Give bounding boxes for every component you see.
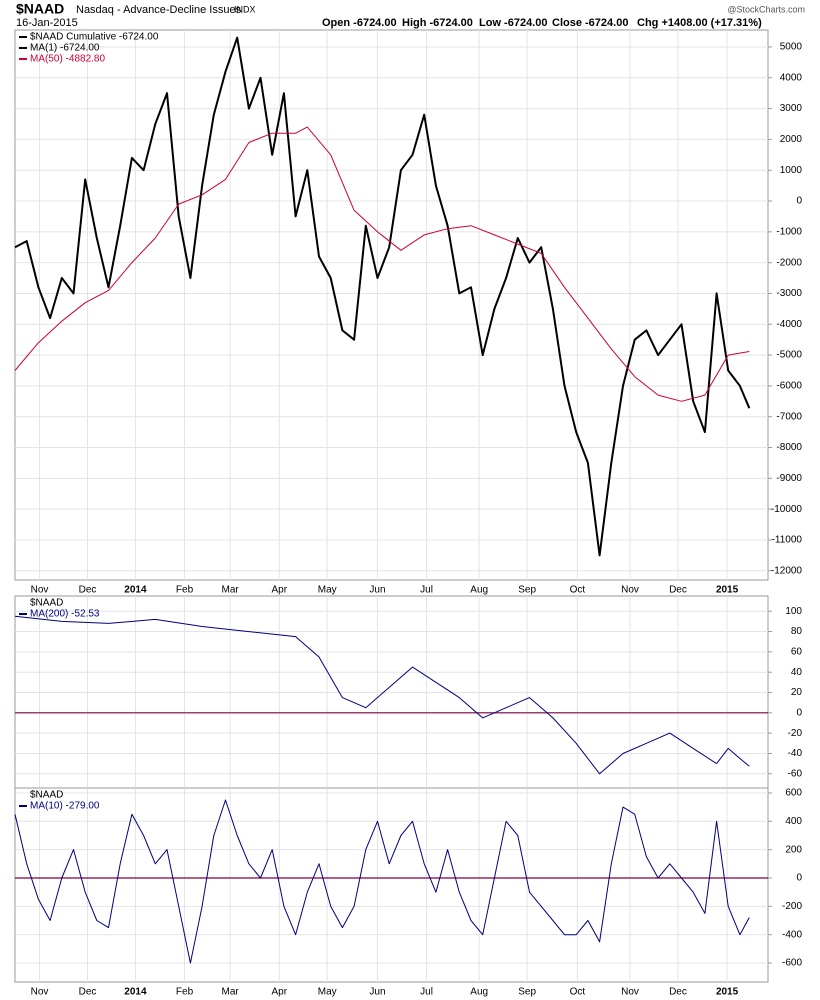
y-tick-label: 1000 — [780, 165, 803, 176]
x-tick-label: Dec — [669, 987, 687, 998]
y-tick-label: 60 — [791, 647, 803, 658]
x-tick-label: Apr — [271, 585, 287, 596]
x-tick-label: Jul — [420, 585, 433, 596]
y-tick-label: -2000 — [776, 257, 802, 268]
y-tick-label: -60 — [788, 768, 803, 779]
x-tick-label: 2014 — [124, 585, 147, 596]
y-tick-label: 80 — [791, 626, 803, 637]
x-tick-label: Dec — [79, 987, 97, 998]
x-tick-label: Jun — [369, 987, 385, 998]
exchange: INDX — [234, 4, 256, 14]
y-tick-label: -20 — [788, 728, 803, 739]
x-tick-label: Nov — [31, 987, 49, 998]
data-line — [14, 615, 750, 775]
y-tick-label: 0 — [796, 196, 802, 207]
name: Nasdaq - Advance-Decline Issues — [76, 4, 242, 16]
y-tick-label: -4000 — [776, 319, 802, 330]
y-tick-label: -10000 — [771, 504, 803, 515]
data-line — [14, 799, 750, 964]
x-tick-label: Aug — [470, 585, 488, 596]
x-tick-label: Feb — [176, 987, 194, 998]
open: Open -6724.00 — [322, 17, 397, 29]
x-tick-label: Dec — [669, 585, 687, 596]
panel — [14, 29, 769, 581]
x-tick-label: Aug — [470, 987, 488, 998]
x-tick-label: Nov — [621, 585, 639, 596]
y-tick-label: -400 — [782, 929, 802, 940]
y-tick-label: -9000 — [776, 473, 802, 484]
close: Close -6724.00 — [552, 17, 628, 29]
x-tick-label: Apr — [271, 987, 287, 998]
legend-title: $NAAD — [30, 790, 63, 801]
x-tick-label: 2015 — [716, 987, 739, 998]
legend-title: $NAAD — [30, 598, 63, 609]
high: High -6724.00 — [402, 17, 473, 29]
y-tick-label: 5000 — [780, 42, 803, 53]
y-tick-label: -40 — [788, 748, 803, 759]
y-tick-label: 20 — [791, 687, 803, 698]
x-tick-label: Feb — [176, 585, 194, 596]
low: Low -6724.00 — [479, 17, 547, 29]
y-tick-label: 0 — [796, 707, 802, 718]
x-tick-label: Sep — [518, 585, 536, 596]
y-tick-label: 0 — [796, 873, 802, 884]
y-tick-label: -3000 — [776, 288, 802, 299]
y-tick-label: -200 — [782, 901, 802, 912]
y-tick-label: 200 — [785, 844, 802, 855]
y-tick-label: -5000 — [776, 350, 802, 361]
legend-label: MA(50) -4882.80 — [30, 54, 105, 65]
x-tick-label: Nov — [31, 585, 49, 596]
y-tick-label: 600 — [785, 788, 802, 799]
y-tick-label: 40 — [791, 667, 803, 678]
panel — [14, 595, 769, 789]
y-tick-label: 3000 — [780, 103, 803, 114]
x-tick-label: Mar — [222, 987, 240, 998]
data-line — [14, 126, 750, 402]
x-tick-label: Nov — [621, 987, 639, 998]
legend-title: $NAAD Cumulative -6724.00 — [30, 32, 159, 43]
data-line — [14, 36, 751, 557]
y-tick-label: -7000 — [776, 411, 802, 422]
y-tick-label: -600 — [782, 958, 802, 969]
y-tick-label: 4000 — [780, 72, 803, 83]
y-tick-label: -11000 — [772, 535, 803, 546]
x-tick-label: May — [318, 987, 337, 998]
y-tick-label: -12000 — [771, 565, 803, 576]
symbol: $NAAD — [16, 1, 64, 17]
y-tick-label: -6000 — [776, 381, 802, 392]
panel — [14, 787, 769, 983]
legend-label: MA(200) -52.53 — [30, 609, 100, 620]
legend-label: MA(10) -279.00 — [30, 801, 100, 812]
y-tick-label: -8000 — [776, 442, 802, 453]
legend-label: MA(1) -6724.00 — [30, 43, 100, 54]
y-tick-label: 2000 — [780, 134, 803, 145]
y-tick-label: 100 — [785, 606, 802, 617]
source: @StockCharts.com — [727, 4, 805, 14]
x-tick-label: 2015 — [716, 585, 739, 596]
x-tick-label: Jun — [369, 585, 385, 596]
change: Chg +1408.00 (+17.31%) — [637, 17, 762, 29]
x-tick-label: Oct — [570, 585, 586, 596]
x-tick-label: Mar — [222, 585, 240, 596]
y-tick-label: 400 — [785, 816, 802, 827]
x-tick-label: Dec — [79, 585, 97, 596]
x-tick-label: May — [318, 585, 337, 596]
date: 16-Jan-2015 — [16, 17, 78, 29]
x-tick-label: 2014 — [124, 987, 147, 998]
x-tick-label: Sep — [518, 987, 536, 998]
y-tick-label: -1000 — [776, 226, 802, 237]
x-tick-label: Oct — [570, 987, 586, 998]
x-tick-label: Jul — [420, 987, 433, 998]
